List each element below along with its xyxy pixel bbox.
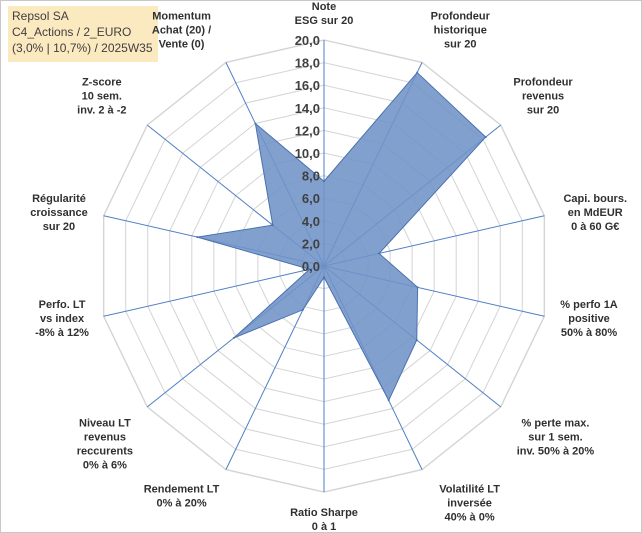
axis-spoke [103, 265, 325, 317]
axis-label: Rendement LT 0% à 20% [144, 483, 220, 509]
info-box: Repsol SA C4_Actions / 2_EURO (3,0% | 10… [8, 6, 158, 62]
axis-label: % perte max. sur 1 sem. inv. 50% à 20% [517, 417, 595, 457]
data-point [415, 338, 418, 341]
tick-label: 2,0 [302, 236, 320, 251]
tick-label: 16,0 [295, 78, 320, 93]
info-period: (3,0% | 10,7%) / 2025W35 [12, 41, 153, 55]
info-category: C4_Actions / 2_EURO [12, 25, 132, 39]
axis-label: Régularité croissance sur 20 [30, 193, 87, 233]
data-point [271, 224, 274, 227]
axis-label: Capi. bours. en MdEUR 0 à 60 G€ [563, 193, 627, 233]
tick-label: 14,0 [295, 101, 320, 116]
axis-label: Note ESG sur 20 [295, 1, 354, 27]
data-point [308, 268, 311, 271]
data-point [232, 336, 235, 339]
tick-label: 6,0 [302, 191, 320, 206]
tick-label: 10,0 [295, 146, 320, 161]
tick-label: 20,0 [295, 33, 320, 48]
tick-label: 8,0 [302, 169, 320, 184]
tick-label: 0,0 [302, 259, 320, 274]
axis-label: Profondeur historique sur 20 [431, 11, 491, 51]
data-point [196, 236, 199, 239]
data-point [378, 252, 381, 255]
tick-label: 18,0 [295, 56, 320, 71]
series-area [197, 71, 487, 402]
data-point [323, 180, 325, 183]
data-point [387, 399, 390, 402]
axis-label: Niveau LT revenus reccurents 0% à 6% [77, 417, 133, 471]
axis-label: Profondeur revenus sur 20 [513, 77, 573, 117]
tick-label: 12,0 [295, 123, 320, 138]
axis-label: Volatilité LT inversée 40% à 0% [439, 483, 500, 523]
axis-label: Momentum Achat (20) / Vente (0) [152, 11, 211, 51]
data-point [484, 136, 487, 139]
axis-label: % perfo 1A positive 50% à 80% [560, 299, 618, 339]
data-point [416, 71, 419, 74]
axis-label: Ratio Sharpe 0 à 1 [290, 507, 358, 533]
data-point [301, 308, 304, 311]
axis-label: Perfo. LT vs index -8% à 12% [35, 299, 89, 339]
data-point [323, 276, 325, 279]
tick-label: 4,0 [302, 214, 320, 229]
data-point [254, 122, 257, 125]
data-point [416, 286, 419, 289]
axis-label: Z-score 10 sem. inv. 2 à -2 [77, 77, 126, 117]
info-company: Repsol SA [12, 9, 69, 23]
